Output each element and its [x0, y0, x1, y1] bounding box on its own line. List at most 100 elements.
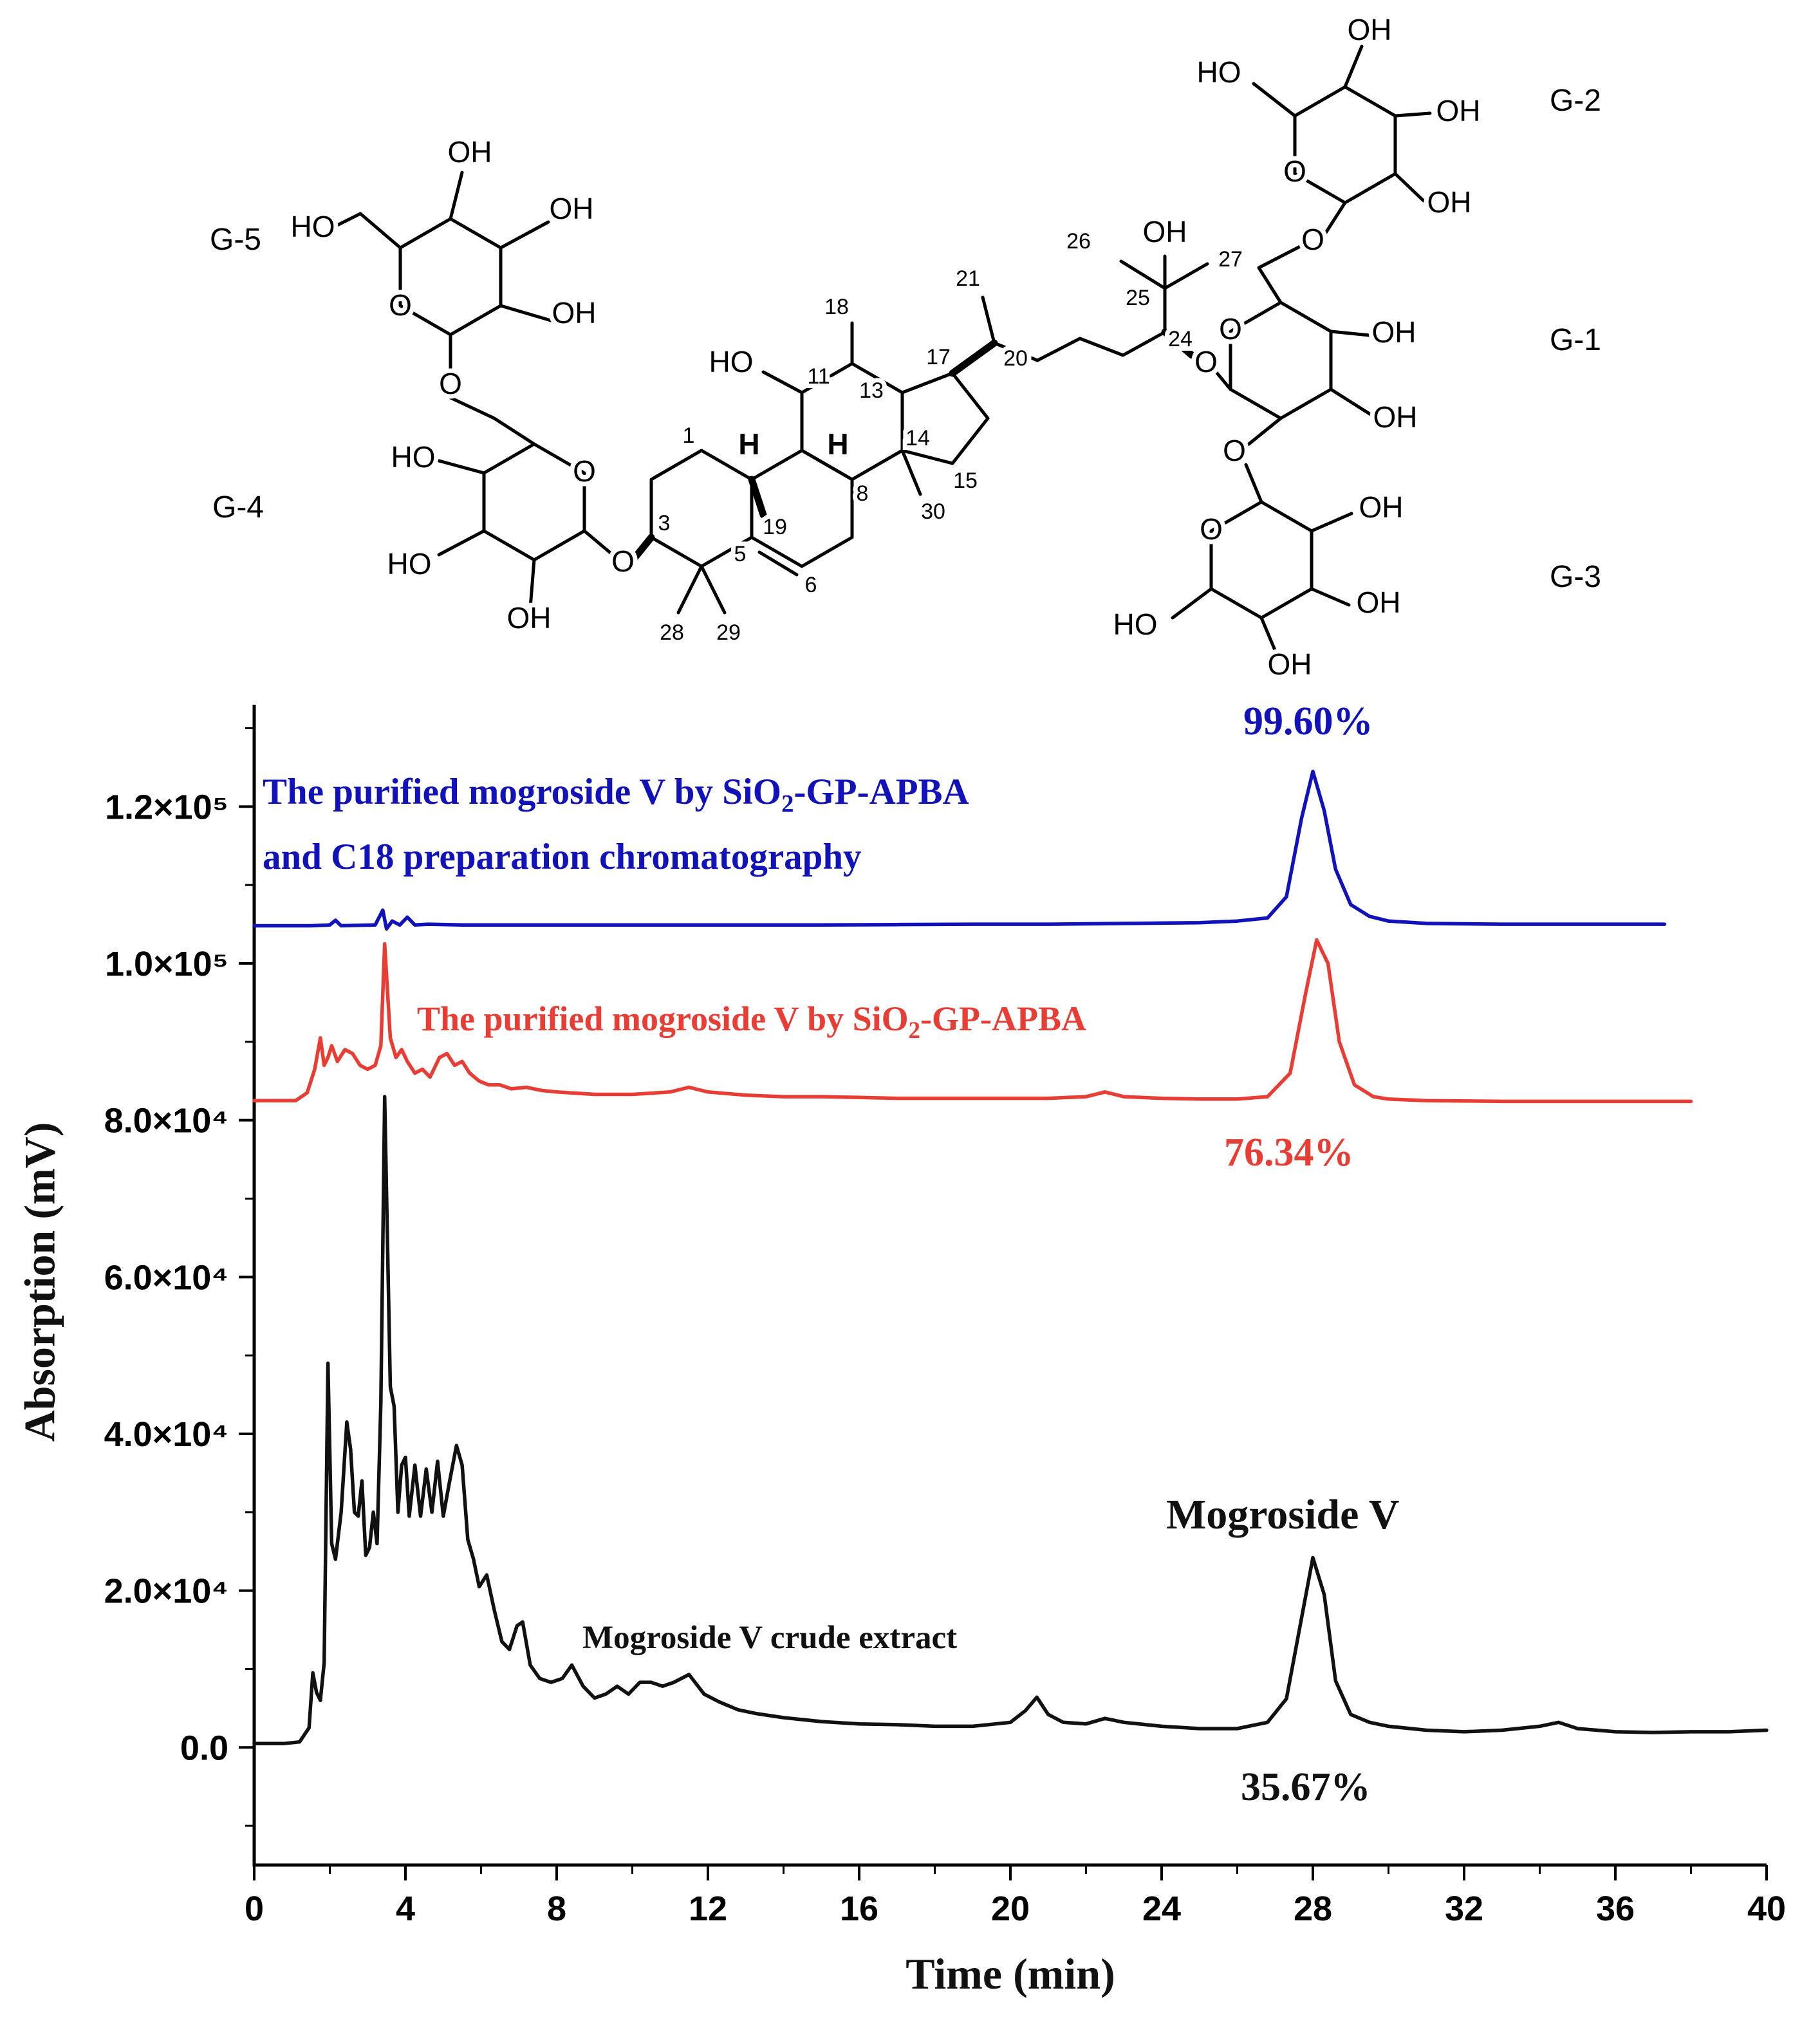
atom-label: HO [387, 547, 432, 580]
x-tick-label: 16 [840, 1889, 878, 1928]
stereo-h-label: H [827, 427, 848, 461]
glucose-unit-label: G-4 [212, 490, 264, 524]
atom-label: OH [552, 296, 597, 330]
legend-red-trace: The purified mogroside V by SiO2-GP-APBA [417, 999, 1086, 1043]
atom-label: HO [391, 440, 436, 474]
carbon-number-label: 6 [805, 573, 817, 597]
y-tick-label: 0.0 [180, 1729, 228, 1767]
atom-label: HO [1113, 608, 1158, 641]
x-tick-label: 36 [1596, 1889, 1635, 1928]
atom-label: O [1219, 312, 1242, 346]
atom-label: OH [1436, 94, 1481, 127]
y-tick-label: 1.0×10⁵ [105, 945, 228, 983]
carbon-number-label: 5 [734, 542, 747, 566]
atom-label: HO [291, 210, 335, 243]
carbon-number-label: 13 [859, 378, 884, 403]
y-axis-title: Absorption (mV) [15, 1122, 64, 1442]
glucose-unit-label: G-3 [1550, 560, 1601, 594]
atom-label: O [1194, 345, 1218, 378]
glucose-ring-g2 [1293, 85, 1397, 205]
atom-label: OH [1359, 490, 1404, 524]
atom-label: HO [1197, 55, 1241, 89]
atom-label: OH [1373, 400, 1418, 434]
stereo-h-label: H [738, 427, 759, 461]
legend-blue-line1: The purified mogroside V by SiO2-GP-APBA [263, 772, 969, 818]
purity-value-red: 76.34% [1224, 1131, 1354, 1174]
carbon-number-label: 11 [807, 364, 830, 389]
y-tick-label: 6.0×10⁴ [104, 1258, 228, 1297]
atom-label: OH [507, 601, 552, 635]
atom-label: O [573, 454, 596, 488]
glucose-ring-g4 [482, 442, 586, 562]
carbon-number-label: 19 [763, 515, 787, 539]
y-tick-label: 4.0×10⁴ [104, 1415, 228, 1454]
glucose-ring-g1 [1229, 301, 1333, 420]
carbon-number-label: 27 [1218, 247, 1243, 272]
carbon-number-label: 3 [658, 511, 671, 535]
x-tick-label: 24 [1142, 1889, 1181, 1928]
carbon-number-label: 29 [716, 620, 741, 645]
x-tick-label: 20 [991, 1889, 1030, 1928]
atom-label: O [1301, 223, 1324, 256]
y-tick-label: 2.0×10⁴ [104, 1572, 228, 1611]
bond-lines [328, 44, 1432, 660]
glucose-ring-g5 [398, 217, 503, 337]
purity-value-black: 35.67% [1241, 1765, 1371, 1809]
carbon-number-label: 30 [921, 499, 945, 524]
mogroside-v-structure: OHHOOHOHOOG-5HOHOOHOOG-41356811HO1314151… [205, 8, 1606, 685]
carbon-number-label: 8 [857, 481, 869, 506]
atom-label: OH [448, 135, 492, 169]
atom-label: O [1223, 434, 1246, 467]
series-trace-apba-purified [252, 938, 1693, 1104]
legend-blue-trace: The purified mogroside V by SiO2-GP-APBA… [263, 761, 969, 889]
carbon-number-label: 14 [905, 426, 930, 450]
purity-value-blue: 99.60% [1243, 700, 1373, 743]
x-tick-label: 4 [396, 1889, 415, 1928]
atom-label: HO [709, 345, 754, 378]
atom-label: OH [1348, 13, 1392, 46]
atom-label: O [439, 367, 462, 400]
steroid-ring-d [900, 371, 990, 465]
carbon-number-label: 17 [926, 345, 951, 369]
x-tick-label: 8 [547, 1889, 566, 1928]
x-tick-label: 32 [1445, 1889, 1483, 1928]
y-tick-label: 1.2×10⁵ [105, 788, 228, 826]
atom-label: O [611, 544, 635, 578]
atom-label: OH [550, 192, 594, 225]
x-tick-label: 28 [1294, 1889, 1332, 1928]
mogroside-v-peak-label: Mogroside V [1166, 1491, 1400, 1538]
series-trace-apba-c18-purified [252, 769, 1667, 931]
chromatogram-chart: 0 4 8 12 16 20 24 28 32 36 40 0.0 2.0×10⁴ 4.0×10⁴ 6.0×… [104, 705, 1786, 1928]
glucose-unit-label: G-2 [1550, 84, 1601, 118]
glucose-unit-label: G-5 [210, 223, 261, 257]
carbon-number-label: 24 [1168, 327, 1193, 351]
carbon-number-label: 18 [824, 295, 849, 319]
atom-label: O [389, 288, 412, 322]
wedge-bonds [628, 328, 1196, 565]
carbon-number-label: 26 [1066, 229, 1091, 254]
structure-labels: OHHOOHOHOOG-5HOHOOHOOG-41356811HO1314151… [205, 8, 1606, 685]
x-tick-label: 0 [245, 1889, 264, 1928]
x-tick-label: 12 [689, 1889, 727, 1928]
glucose-unit-label: G-1 [1550, 323, 1601, 357]
y-tick-label: 8.0×10⁴ [104, 1102, 228, 1140]
glucose-ring-g3 [1209, 500, 1314, 620]
atom-label: O [1283, 154, 1306, 188]
atom-label: OH [1372, 315, 1416, 349]
carbon-number-label: 21 [956, 266, 980, 291]
atom-label: OH [1143, 215, 1187, 248]
atom-label: OH [1268, 647, 1312, 681]
x-axis-title: Time (min) [905, 1949, 1115, 1998]
carbon-number-label: 15 [953, 469, 978, 493]
x-tick-label: 40 [1747, 1889, 1786, 1928]
atom-label: OH [1357, 586, 1401, 619]
carbon-number-label: 1 [683, 423, 695, 448]
carbon-number-label: 28 [660, 620, 684, 645]
legend-blue-line2: and C18 preparation chromatography [263, 837, 862, 878]
atom-label: O [1200, 512, 1223, 546]
crude-extract-label: Mogroside V crude extract [582, 1620, 958, 1656]
steroid-ring-b [750, 449, 854, 568]
series-trace-crude-extract [252, 1095, 1769, 1745]
